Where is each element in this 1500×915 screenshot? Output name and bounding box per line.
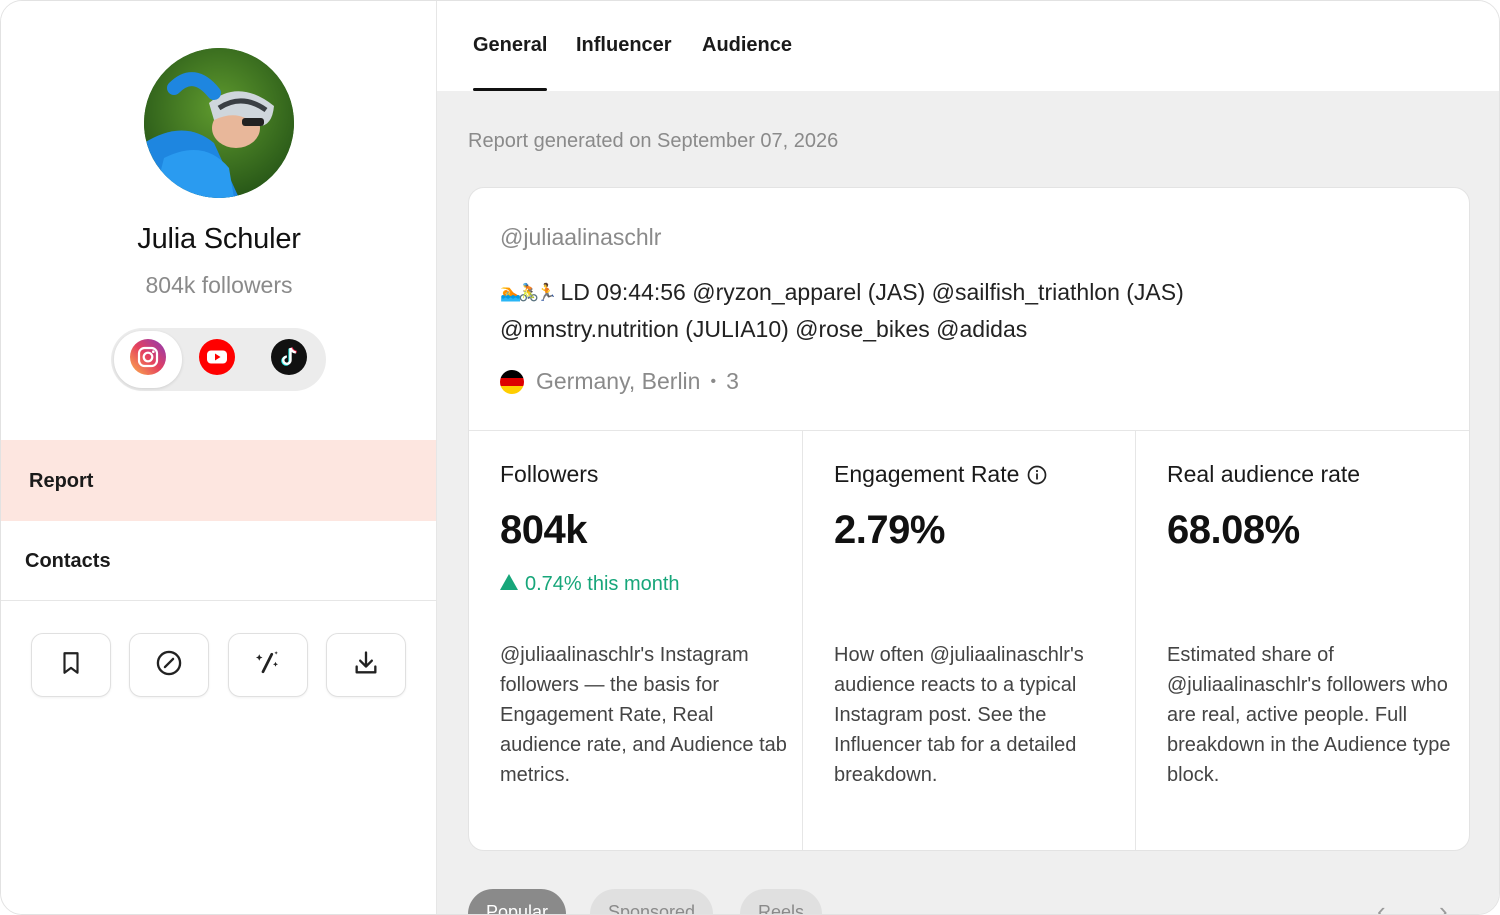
magic-wand-button[interactable]	[228, 633, 308, 697]
location-text: Germany, Berlin	[536, 368, 701, 394]
stat-label-row: Engagement Rate	[834, 461, 1136, 488]
block-icon	[155, 649, 183, 682]
stat-label: Engagement Rate	[834, 461, 1020, 487]
location-separator: •	[710, 372, 717, 390]
platform-tiktok-button[interactable]	[255, 331, 323, 388]
info-icon[interactable]	[1027, 465, 1047, 485]
profile-followers: 804k followers	[145, 272, 293, 298]
stat-real-audience-rate: Real audience rate 68.08% Estimated shar…	[1135, 431, 1469, 850]
sidebar: Julia Schuler 804k followers	[1, 1, 437, 914]
stat-followers: Followers 804k 0.74% this month @juliaal…	[469, 431, 803, 850]
instagram-icon	[130, 339, 166, 380]
avatar	[144, 48, 294, 198]
nav-contacts[interactable]: Contacts	[1, 521, 436, 601]
account-location: Germany, Berlin • 3	[500, 368, 739, 395]
stat-description: @juliaalinaschlr's Instagram followers —…	[500, 644, 787, 786]
tiktok-icon	[271, 339, 307, 380]
account-bio: 🏊🚴🏃 LD 09:44:56 @ryzon_apparel (JAS) @sai…	[500, 274, 1400, 347]
stat-description: Estimated share of @juliaalinaschlr's fo…	[1167, 644, 1451, 786]
download-button[interactable]	[326, 633, 406, 697]
stat-change-text: 0.74% this month	[525, 573, 680, 595]
prev-arrow-icon[interactable]: ‹	[1377, 896, 1386, 915]
account-handle: @juliaalinaschlr	[500, 224, 662, 250]
filter-popular[interactable]: Popular	[468, 889, 567, 914]
bookmark-icon	[58, 650, 84, 681]
next-arrow-icon[interactable]: ›	[1439, 896, 1448, 915]
tab-bar: General Influencer Audience	[437, 1, 1499, 91]
block-button[interactable]	[129, 633, 209, 697]
platform-switcher	[111, 328, 326, 391]
magic-wand-icon	[253, 648, 283, 683]
stat-label: Real audience rate	[1167, 461, 1361, 487]
profile-name: Julia Schuler	[137, 223, 301, 255]
triangle-up-icon	[500, 573, 518, 596]
youtube-icon	[199, 339, 235, 380]
bio-emoji: 🏊🚴🏃	[500, 283, 557, 302]
filter-reels[interactable]: Reels	[740, 889, 823, 914]
platform-youtube-button[interactable]	[183, 331, 251, 388]
nav-report[interactable]: Report	[1, 440, 436, 521]
bio-line-2: @mnstry.nutrition (JULIA10) @rose_bikes …	[500, 316, 1028, 342]
main-content: General Influencer Audience Report gener…	[437, 1, 1499, 915]
report-date: Report generated on September 07, 2026	[468, 130, 839, 152]
stat-value: 68.08%	[1167, 508, 1300, 552]
location-extra: 3	[726, 368, 739, 394]
stat-value: 804k	[500, 508, 587, 552]
bookmark-button[interactable]	[31, 633, 111, 697]
tab-audience[interactable]: Audience	[702, 34, 793, 56]
account-overview-card: @juliaalinaschlr 🏊🚴🏃 LD 09:44:56 @ryzon_a…	[468, 187, 1470, 851]
download-icon	[352, 649, 380, 682]
active-tab-indicator	[473, 88, 547, 91]
bio-line-1: LD 09:44:56 @ryzon_apparel (JAS) @sailfi…	[560, 279, 1184, 305]
filter-sponsored[interactable]: Sponsored	[590, 889, 714, 914]
stat-label: Followers	[500, 461, 599, 487]
germany-flag-icon	[500, 369, 524, 394]
stat-description: How often @juliaalinaschlr's audience re…	[834, 644, 1084, 786]
stats-row: Followers 804k 0.74% this month @juliaal…	[469, 430, 1469, 850]
stat-value: 2.79%	[834, 508, 945, 552]
stat-engagement-rate: Engagement Rate 2.79% How often @juliaal…	[802, 431, 1136, 850]
tab-general[interactable]: General	[473, 34, 548, 56]
tab-influencer[interactable]: Influencer	[576, 34, 672, 56]
platform-instagram-button[interactable]	[114, 331, 182, 388]
stat-change: 0.74% this month	[500, 573, 803, 596]
